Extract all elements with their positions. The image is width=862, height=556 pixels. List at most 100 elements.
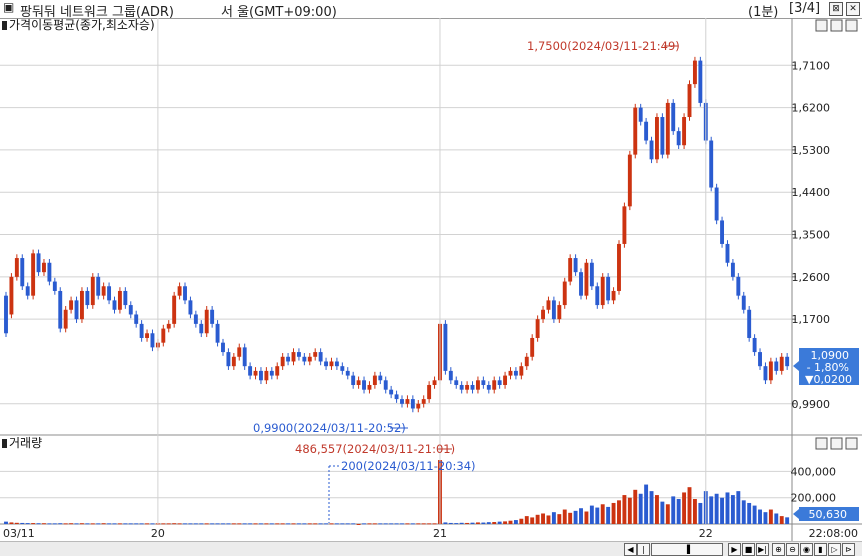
volume-bar (90, 523, 95, 525)
zoom-button[interactable]: ■ (742, 543, 755, 556)
scroll-thumb[interactable]: ▐ (651, 543, 723, 556)
candle-body (633, 107, 638, 155)
panel-scale-icon[interactable] (815, 19, 828, 32)
volume-panel-controls[interactable] (815, 437, 858, 450)
volume-bar (459, 522, 464, 524)
price-tick-label: 1,7100 (792, 59, 831, 72)
candle-body (264, 370, 269, 381)
panel-restore-icon[interactable] (830, 19, 843, 32)
stop-button[interactable]: ◉ (800, 543, 813, 556)
candle-body (459, 384, 464, 390)
panel-restore-icon[interactable] (830, 437, 843, 450)
volume-bar (96, 523, 101, 525)
volume-bar (600, 504, 605, 524)
volume-bars (4, 460, 790, 525)
candle-body (611, 290, 616, 301)
scroll-left-button[interactable]: ◀ (624, 543, 637, 556)
current-change: ▼0,0200 (805, 373, 852, 386)
candle-body (107, 286, 112, 301)
candle-body (720, 220, 725, 244)
candle-body (166, 323, 171, 329)
candle-body (687, 84, 692, 118)
candle-body (644, 121, 649, 141)
volume-bar (589, 505, 594, 524)
volume-bar (421, 523, 426, 525)
price-panel-controls[interactable] (815, 19, 858, 32)
zoom-out-button[interactable]: | (637, 543, 650, 556)
end-button[interactable]: ⊳ (842, 543, 855, 556)
volume-bar (692, 499, 697, 524)
close-button[interactable]: ✕ (846, 2, 860, 16)
candle-body (253, 370, 258, 376)
volume-bar (210, 523, 215, 525)
volume-bar (752, 505, 757, 524)
volume-bar (42, 523, 46, 525)
candle-body (362, 380, 366, 390)
volume-bar (400, 523, 404, 525)
volume-bar (443, 522, 448, 524)
candle-body (655, 117, 659, 160)
volume-bar (551, 512, 556, 524)
candle-body (139, 323, 144, 338)
volume-bar (183, 523, 187, 525)
volume-bar (58, 523, 63, 525)
time-scrollbar[interactable]: ◀ | ▐ ▶ ■ ▶| ⊕ ⊖ ◉ ▮ ▷ ⊳ (0, 541, 862, 556)
candle-body (389, 389, 394, 395)
candle-body (589, 262, 594, 287)
candle-body (280, 356, 285, 367)
price-candles (4, 56, 790, 413)
volume-bar (622, 495, 627, 524)
volume-bar (709, 496, 714, 524)
price-tick-label: 1,2600 (792, 271, 831, 284)
price-tick-label: 1,6200 (792, 102, 831, 115)
volume-bar (36, 523, 41, 525)
volume-bar (356, 523, 361, 525)
panel-scale-icon[interactable] (815, 437, 828, 450)
candle-body (226, 352, 231, 367)
interval-label[interactable]: (1분) (748, 5, 779, 20)
volume-bar (454, 523, 459, 525)
candle-body (351, 375, 356, 385)
volume-bar (85, 523, 90, 525)
volume-bar (52, 523, 57, 525)
volume-bar (112, 523, 117, 525)
volume-bar (150, 523, 155, 525)
reset-button[interactable]: ⊕ (772, 543, 785, 556)
scroll-right-button[interactable]: ▶ (728, 543, 741, 556)
volume-bar (427, 523, 432, 525)
volume-bar (660, 501, 665, 524)
candle-body (562, 281, 567, 306)
panel-close-icon[interactable] (845, 19, 858, 32)
time-tick-label: 21 (433, 527, 447, 540)
volume-bar (644, 484, 649, 524)
next-button[interactable]: ▷ (828, 543, 841, 556)
time-tick-label: 03/11 (3, 527, 35, 540)
volume-bar (633, 489, 638, 524)
panel-close-icon[interactable] (845, 437, 858, 450)
volume-bar (725, 492, 730, 524)
candle-body (465, 384, 470, 390)
candle-body (725, 243, 730, 263)
last-page-button[interactable]: ▶| (756, 543, 769, 556)
candle-body (427, 384, 432, 400)
candle-body (161, 328, 166, 343)
candle-body (606, 276, 611, 301)
volume-bar (47, 523, 52, 525)
volume-bar (676, 499, 681, 524)
price-tick-label: 1,5300 (792, 144, 831, 157)
candle-body (481, 380, 486, 385)
volume-bar (730, 495, 735, 524)
volume-bar (497, 521, 502, 524)
candle-body (405, 399, 410, 404)
volume-bar (117, 523, 122, 525)
candle-body (69, 300, 74, 310)
price-panel-marker-icon (2, 21, 7, 30)
volume-bar (736, 491, 741, 524)
candle-body (709, 140, 714, 188)
candle-body (410, 399, 415, 409)
fit-button[interactable]: ⊖ (786, 543, 799, 556)
maximize-button[interactable]: ⊠ (829, 2, 843, 16)
pause-button[interactable]: ▮ (814, 543, 827, 556)
volume-bar (166, 523, 171, 525)
candle-body (112, 300, 117, 310)
